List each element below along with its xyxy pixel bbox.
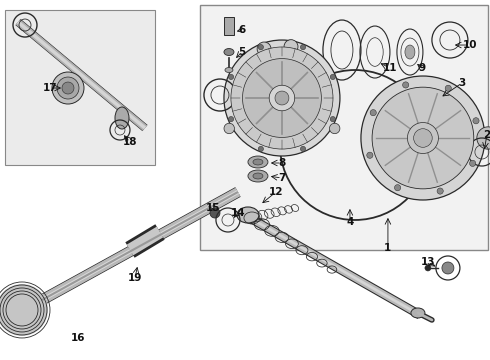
Circle shape	[414, 129, 432, 147]
Circle shape	[437, 188, 443, 194]
Text: 17: 17	[43, 83, 57, 93]
Text: 19: 19	[128, 273, 142, 283]
Circle shape	[442, 262, 454, 274]
Circle shape	[228, 74, 234, 80]
Text: 5: 5	[238, 47, 245, 57]
Circle shape	[269, 85, 294, 111]
Text: 14: 14	[231, 208, 245, 218]
Circle shape	[243, 59, 321, 138]
Circle shape	[52, 72, 84, 104]
Circle shape	[231, 47, 333, 149]
FancyBboxPatch shape	[5, 10, 155, 165]
Ellipse shape	[115, 107, 129, 129]
Text: 1: 1	[384, 243, 392, 253]
Circle shape	[258, 45, 264, 50]
Circle shape	[361, 76, 485, 200]
Text: 15: 15	[206, 203, 220, 213]
Circle shape	[257, 42, 271, 56]
Circle shape	[425, 265, 431, 271]
Text: 4: 4	[346, 217, 354, 227]
Circle shape	[224, 123, 234, 134]
Text: 8: 8	[278, 158, 286, 168]
Circle shape	[0, 284, 48, 336]
Text: 12: 12	[269, 187, 283, 197]
Circle shape	[330, 117, 336, 122]
Circle shape	[330, 74, 336, 80]
Ellipse shape	[411, 308, 425, 318]
Text: 7: 7	[278, 173, 286, 183]
Circle shape	[407, 122, 439, 153]
Ellipse shape	[248, 170, 268, 182]
Bar	[224, 17, 234, 35]
Circle shape	[258, 146, 264, 152]
Text: 16: 16	[71, 333, 85, 343]
Ellipse shape	[237, 207, 259, 223]
Circle shape	[469, 160, 476, 166]
Ellipse shape	[225, 68, 233, 72]
Text: 9: 9	[418, 63, 425, 73]
Circle shape	[57, 77, 79, 99]
Circle shape	[224, 40, 340, 156]
Circle shape	[228, 117, 234, 122]
Circle shape	[284, 40, 298, 54]
Circle shape	[477, 127, 490, 149]
Circle shape	[300, 146, 306, 152]
Circle shape	[403, 82, 409, 88]
Circle shape	[372, 87, 474, 189]
FancyBboxPatch shape	[200, 5, 488, 250]
Text: 10: 10	[463, 40, 477, 50]
Ellipse shape	[253, 159, 263, 165]
Text: 13: 13	[421, 257, 435, 267]
Circle shape	[473, 118, 479, 124]
Circle shape	[370, 109, 376, 116]
Ellipse shape	[253, 173, 263, 179]
Text: 2: 2	[483, 130, 490, 140]
Text: 11: 11	[383, 63, 397, 73]
Circle shape	[275, 91, 289, 105]
Circle shape	[300, 45, 306, 50]
Text: 18: 18	[122, 137, 137, 147]
Ellipse shape	[224, 49, 234, 55]
Circle shape	[62, 82, 74, 94]
Circle shape	[445, 85, 451, 91]
Circle shape	[367, 152, 373, 158]
Text: 6: 6	[238, 25, 245, 35]
Circle shape	[329, 123, 340, 134]
Ellipse shape	[248, 156, 268, 168]
Circle shape	[210, 208, 220, 218]
Ellipse shape	[405, 45, 415, 59]
Text: 3: 3	[458, 78, 466, 88]
Circle shape	[394, 185, 401, 191]
